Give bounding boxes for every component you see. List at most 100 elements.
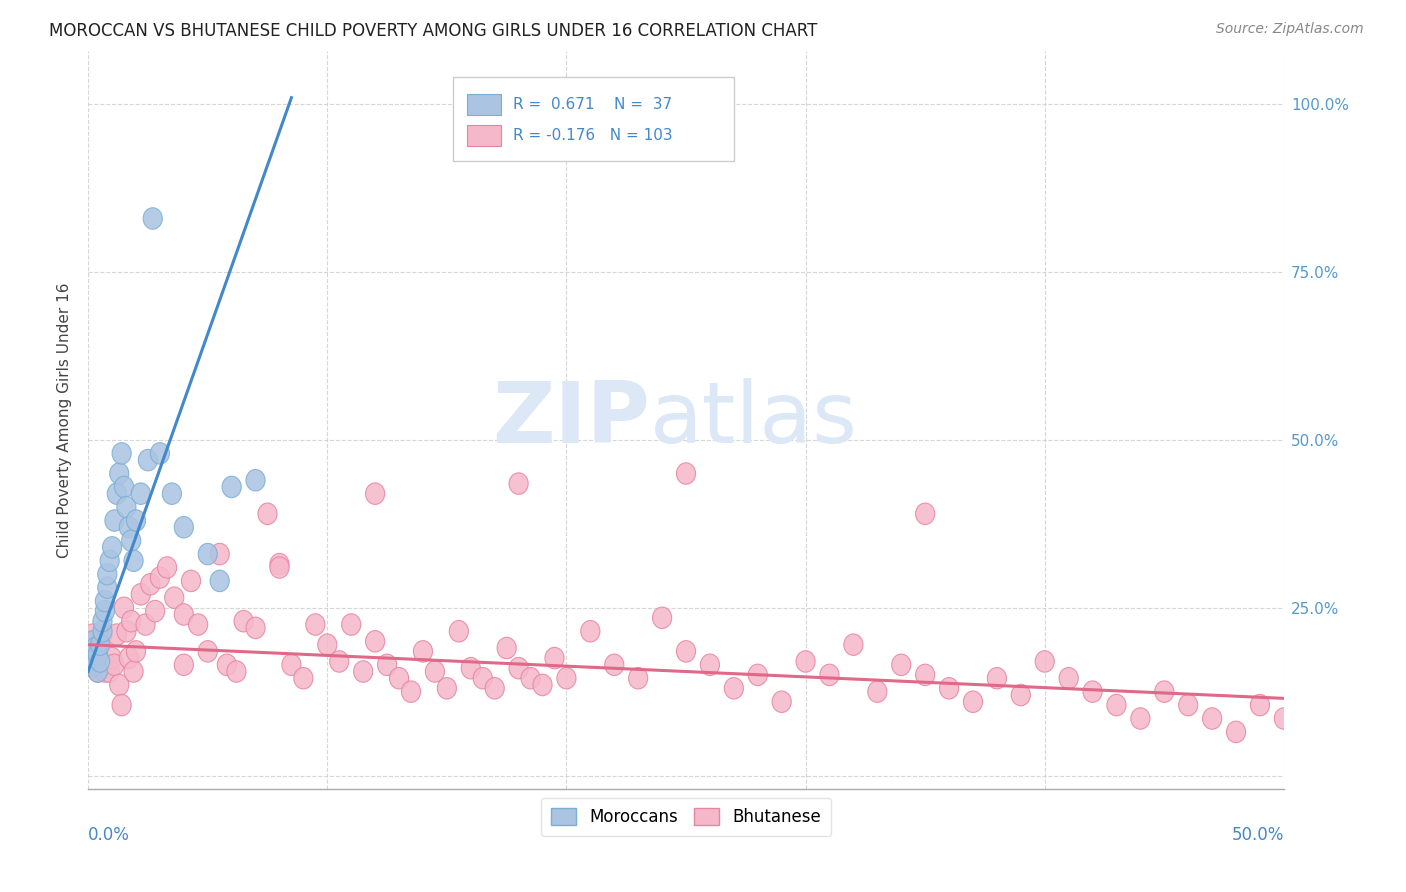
Text: 0.0%: 0.0% (89, 826, 129, 844)
Ellipse shape (963, 691, 983, 713)
Ellipse shape (86, 631, 105, 652)
Ellipse shape (83, 648, 103, 669)
Ellipse shape (90, 651, 110, 673)
Ellipse shape (1178, 694, 1198, 715)
Ellipse shape (281, 654, 301, 675)
Ellipse shape (117, 496, 136, 518)
Ellipse shape (157, 557, 177, 578)
Ellipse shape (174, 516, 194, 538)
Ellipse shape (127, 640, 146, 662)
Ellipse shape (120, 648, 138, 669)
Ellipse shape (329, 651, 349, 673)
Ellipse shape (114, 597, 134, 618)
Ellipse shape (83, 624, 103, 645)
Ellipse shape (218, 654, 236, 675)
Ellipse shape (366, 483, 385, 504)
Ellipse shape (120, 516, 138, 538)
Ellipse shape (676, 640, 696, 662)
Ellipse shape (1107, 694, 1126, 715)
Ellipse shape (402, 681, 420, 702)
Ellipse shape (1226, 722, 1246, 743)
Ellipse shape (474, 667, 492, 689)
Text: atlas: atlas (650, 378, 858, 461)
Ellipse shape (105, 509, 124, 532)
Ellipse shape (413, 640, 433, 662)
Ellipse shape (110, 674, 129, 696)
Ellipse shape (188, 614, 208, 635)
Ellipse shape (122, 610, 141, 632)
Ellipse shape (103, 648, 122, 669)
Ellipse shape (796, 651, 815, 673)
Ellipse shape (353, 661, 373, 682)
Ellipse shape (181, 570, 201, 591)
Text: R =  0.671    N =  37: R = 0.671 N = 37 (513, 97, 672, 112)
Ellipse shape (257, 503, 277, 524)
Ellipse shape (246, 617, 266, 639)
Ellipse shape (1130, 707, 1150, 730)
Ellipse shape (162, 483, 181, 504)
FancyBboxPatch shape (467, 95, 501, 115)
Ellipse shape (461, 657, 481, 679)
Ellipse shape (198, 640, 218, 662)
Ellipse shape (389, 667, 409, 689)
Ellipse shape (98, 564, 117, 585)
Ellipse shape (90, 651, 110, 673)
Ellipse shape (100, 661, 120, 682)
Ellipse shape (93, 610, 112, 632)
Ellipse shape (209, 570, 229, 591)
Ellipse shape (724, 678, 744, 699)
Ellipse shape (122, 530, 141, 551)
Ellipse shape (89, 661, 107, 682)
Ellipse shape (89, 661, 107, 682)
Ellipse shape (96, 600, 114, 622)
Ellipse shape (509, 473, 529, 494)
Ellipse shape (1202, 707, 1222, 730)
FancyBboxPatch shape (453, 77, 734, 161)
Ellipse shape (107, 624, 127, 645)
Ellipse shape (652, 607, 672, 629)
Ellipse shape (105, 654, 124, 675)
Ellipse shape (748, 665, 768, 686)
Ellipse shape (174, 604, 194, 625)
Ellipse shape (98, 654, 117, 675)
Text: MOROCCAN VS BHUTANESE CHILD POVERTY AMONG GIRLS UNDER 16 CORRELATION CHART: MOROCCAN VS BHUTANESE CHILD POVERTY AMON… (49, 22, 817, 40)
Ellipse shape (131, 583, 150, 605)
Ellipse shape (93, 624, 112, 645)
Ellipse shape (112, 694, 131, 715)
Ellipse shape (1274, 707, 1294, 730)
Ellipse shape (82, 637, 100, 659)
Ellipse shape (509, 657, 529, 679)
Ellipse shape (1035, 651, 1054, 673)
Y-axis label: Child Poverty Among Girls Under 16: Child Poverty Among Girls Under 16 (58, 282, 72, 558)
Ellipse shape (820, 665, 839, 686)
Ellipse shape (1250, 694, 1270, 715)
Ellipse shape (1011, 684, 1031, 706)
Ellipse shape (915, 503, 935, 524)
Text: R = -0.176   N = 103: R = -0.176 N = 103 (513, 128, 672, 143)
Ellipse shape (987, 667, 1007, 689)
Ellipse shape (138, 450, 157, 471)
Legend: Moroccans, Bhutanese: Moroccans, Bhutanese (540, 797, 831, 836)
Ellipse shape (498, 637, 516, 659)
Ellipse shape (772, 691, 792, 713)
Ellipse shape (141, 574, 160, 595)
Ellipse shape (83, 631, 103, 652)
Ellipse shape (1154, 681, 1174, 702)
Ellipse shape (86, 657, 105, 679)
Ellipse shape (90, 634, 110, 656)
Ellipse shape (110, 463, 129, 484)
Ellipse shape (83, 648, 103, 669)
Ellipse shape (89, 644, 107, 665)
Ellipse shape (174, 654, 194, 675)
Ellipse shape (342, 614, 361, 635)
Ellipse shape (93, 654, 112, 675)
Ellipse shape (533, 674, 553, 696)
Ellipse shape (209, 543, 229, 565)
Ellipse shape (226, 661, 246, 682)
Ellipse shape (233, 610, 253, 632)
Ellipse shape (136, 614, 155, 635)
FancyBboxPatch shape (467, 125, 501, 146)
Ellipse shape (378, 654, 396, 675)
Ellipse shape (131, 483, 150, 504)
Ellipse shape (450, 621, 468, 642)
